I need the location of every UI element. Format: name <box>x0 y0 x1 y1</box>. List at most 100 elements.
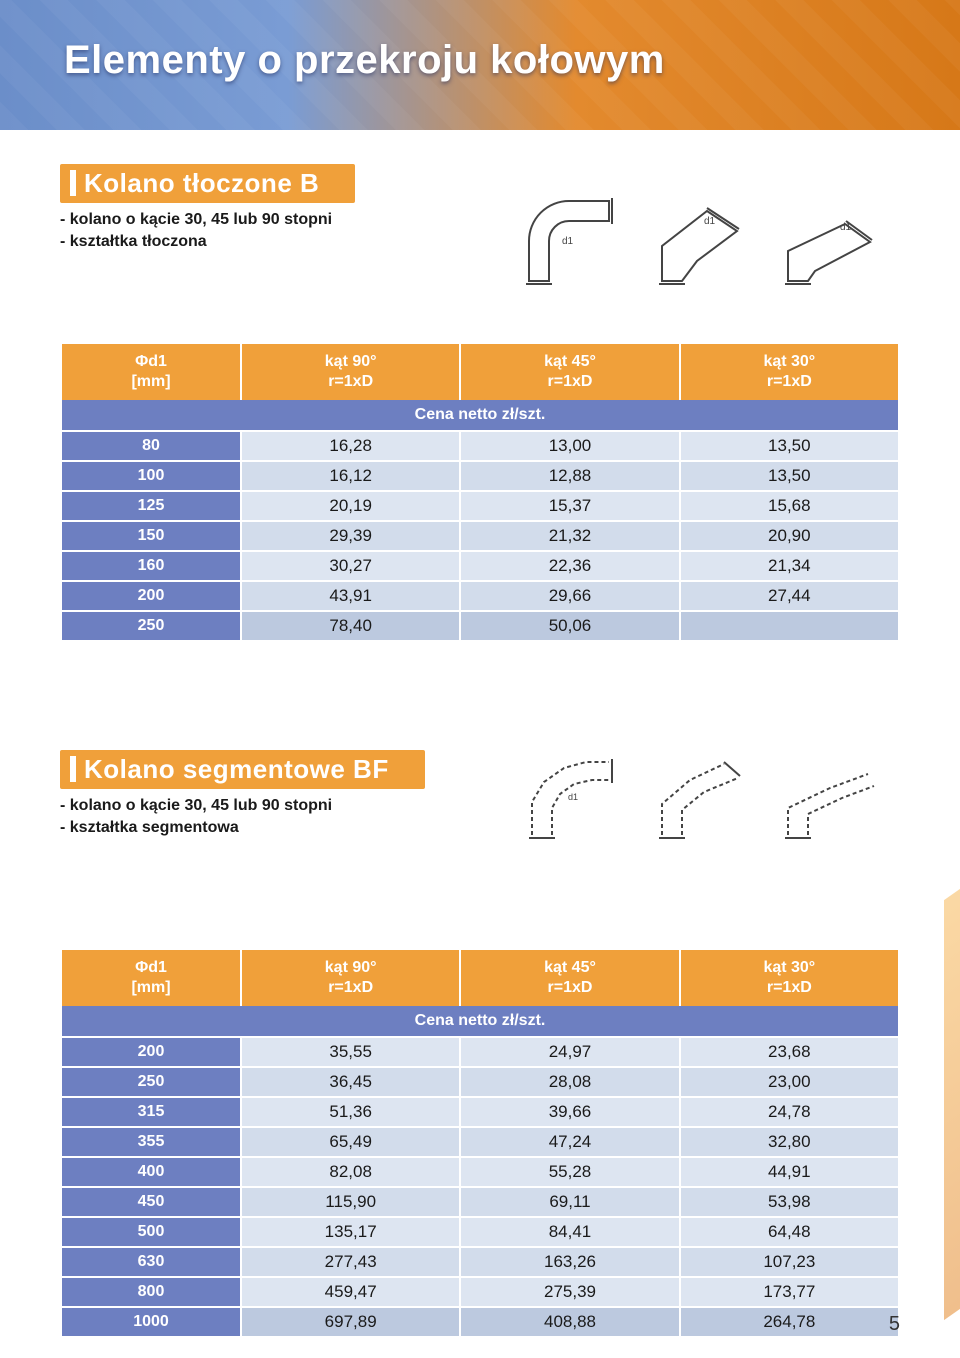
table-row: 500135,1784,4164,48 <box>61 1217 899 1247</box>
price-label: Cena netto zł/szt. <box>61 1006 899 1037</box>
cell-value: 277,43 <box>241 1247 460 1277</box>
cell-value: 13,50 <box>680 461 899 491</box>
table-row: 10016,1212,8813,50 <box>61 461 899 491</box>
section-title: Kolano tłoczone B <box>60 164 355 203</box>
table-kolano-b: Φd1[mm] kąt 90°r=1xD kąt 45°r=1xD kąt 30… <box>60 344 900 640</box>
cell-value: 44,91 <box>680 1157 899 1187</box>
cell-value: 84,41 <box>460 1217 679 1247</box>
col-30: kąt 30°r=1xD <box>680 344 899 400</box>
table-price-label-row: Cena netto zł/szt. <box>61 400 899 431</box>
cell-value: 55,28 <box>460 1157 679 1187</box>
table-row: 1000697,89408,88264,78 <box>61 1307 899 1336</box>
cell-value: 64,48 <box>680 1217 899 1247</box>
table-kolano-bf: Φd1[mm] kąt 90°r=1xD kąt 45°r=1xD kąt 30… <box>60 950 900 1336</box>
svg-text:d1: d1 <box>704 216 716 227</box>
cell-value: 51,36 <box>241 1097 460 1127</box>
cell-diameter: 450 <box>61 1187 241 1217</box>
cell-value: 13,50 <box>680 431 899 461</box>
table-row: 20043,9129,6627,44 <box>61 581 899 611</box>
cell-value: 21,32 <box>460 521 679 551</box>
table-row: 31551,3639,6624,78 <box>61 1097 899 1127</box>
cell-diameter: 400 <box>61 1157 241 1187</box>
table-row: 800459,47275,39173,77 <box>61 1277 899 1307</box>
cell-value: 43,91 <box>241 581 460 611</box>
table-header-row: Φd1[mm] kąt 90°r=1xD kąt 45°r=1xD kąt 30… <box>61 950 899 1006</box>
col-90: kąt 90°r=1xD <box>241 344 460 400</box>
cell-value: 50,06 <box>460 611 679 640</box>
cell-value: 22,36 <box>460 551 679 581</box>
table-row: 40082,0855,2844,91 <box>61 1157 899 1187</box>
cell-diameter: 800 <box>61 1277 241 1307</box>
page-content: Kolano tłoczone B - kolano o kącie 30, 4… <box>0 130 960 1336</box>
table-row: 8016,2813,0013,50 <box>61 431 899 461</box>
cell-value: 69,11 <box>460 1187 679 1217</box>
col-diameter: Φd1[mm] <box>61 950 241 1006</box>
cell-value: 264,78 <box>680 1307 899 1336</box>
cell-diameter: 630 <box>61 1247 241 1277</box>
section-title-text: Kolano segmentowe BF <box>84 754 389 784</box>
cell-diameter: 355 <box>61 1127 241 1157</box>
table-body-1: 8016,2813,0013,5010016,1212,8813,5012520… <box>61 431 899 640</box>
table-row: 630277,43163,26107,23 <box>61 1247 899 1277</box>
cell-value: 82,08 <box>241 1157 460 1187</box>
cell-diameter: 200 <box>61 1037 241 1067</box>
cell-diameter: 315 <box>61 1097 241 1127</box>
cell-value: 697,89 <box>241 1307 460 1336</box>
section-title: Kolano segmentowe BF <box>60 750 425 789</box>
table-row: 12520,1915,3715,68 <box>61 491 899 521</box>
segment-elbow-45-icon <box>642 740 752 850</box>
price-label: Cena netto zł/szt. <box>61 400 899 431</box>
page-header: Elementy o przekroju kołowym <box>0 0 960 130</box>
cell-value: 24,97 <box>460 1037 679 1067</box>
table-price-label-row: Cena netto zł/szt. <box>61 1006 899 1037</box>
cell-diameter: 200 <box>61 581 241 611</box>
elbow-drawings-row: d1 d1 d1 <box>514 186 880 296</box>
cell-value: 275,39 <box>460 1277 679 1307</box>
section-kolano-segmentowe-bf: Kolano segmentowe BF - kolano o kącie 30… <box>60 750 900 1336</box>
cell-diameter: 100 <box>61 461 241 491</box>
section-title-text: Kolano tłoczone B <box>84 168 319 198</box>
cell-value: 28,08 <box>460 1067 679 1097</box>
col-diameter: Φd1[mm] <box>61 344 241 400</box>
cell-value: 408,88 <box>460 1307 679 1336</box>
cell-diameter: 250 <box>61 1067 241 1097</box>
cell-value: 16,28 <box>241 431 460 461</box>
cell-diameter: 125 <box>61 491 241 521</box>
table-row: 25078,4050,06 <box>61 611 899 640</box>
cell-value: 23,68 <box>680 1037 899 1067</box>
cell-diameter: 250 <box>61 611 241 640</box>
cell-value: 107,23 <box>680 1247 899 1277</box>
table-row: 25036,4528,0823,00 <box>61 1067 899 1097</box>
cell-value: 29,66 <box>460 581 679 611</box>
elbow-45-icon: d1 <box>642 186 752 296</box>
cell-value: 23,00 <box>680 1067 899 1097</box>
segment-elbow-90-icon: d1 <box>514 740 624 850</box>
col-45: kąt 45°r=1xD <box>460 950 679 1006</box>
svg-text:d1: d1 <box>568 792 578 802</box>
col-45: kąt 45°r=1xD <box>460 344 679 400</box>
cell-diameter: 160 <box>61 551 241 581</box>
table-row: 16030,2722,3621,34 <box>61 551 899 581</box>
cell-value: 459,47 <box>241 1277 460 1307</box>
section-kolano-tloczone-b: Kolano tłoczone B - kolano o kącie 30, 4… <box>60 164 900 640</box>
cell-value: 115,90 <box>241 1187 460 1217</box>
table-body-2: 20035,5524,9723,6825036,4528,0823,003155… <box>61 1037 899 1336</box>
table-row: 450115,9069,1153,98 <box>61 1187 899 1217</box>
cell-value: 47,24 <box>460 1127 679 1157</box>
cell-value: 65,49 <box>241 1127 460 1157</box>
cell-value: 36,45 <box>241 1067 460 1097</box>
cell-value: 35,55 <box>241 1037 460 1067</box>
cell-diameter: 1000 <box>61 1307 241 1336</box>
segment-elbow-drawings-row: d1 <box>514 740 880 850</box>
decorative-accent <box>944 882 960 1320</box>
cell-value: 15,68 <box>680 491 899 521</box>
cell-value: 27,44 <box>680 581 899 611</box>
cell-diameter: 80 <box>61 431 241 461</box>
cell-value: 163,26 <box>460 1247 679 1277</box>
cell-value: 20,19 <box>241 491 460 521</box>
cell-diameter: 500 <box>61 1217 241 1247</box>
cell-value: 30,27 <box>241 551 460 581</box>
cell-value: 15,37 <box>460 491 679 521</box>
svg-text:d1: d1 <box>840 222 852 233</box>
table-row: 15029,3921,3220,90 <box>61 521 899 551</box>
